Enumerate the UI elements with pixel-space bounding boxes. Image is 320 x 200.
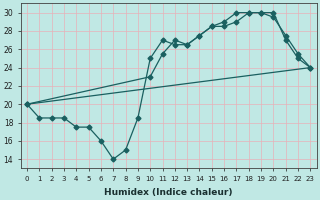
X-axis label: Humidex (Indice chaleur): Humidex (Indice chaleur) bbox=[104, 188, 233, 197]
